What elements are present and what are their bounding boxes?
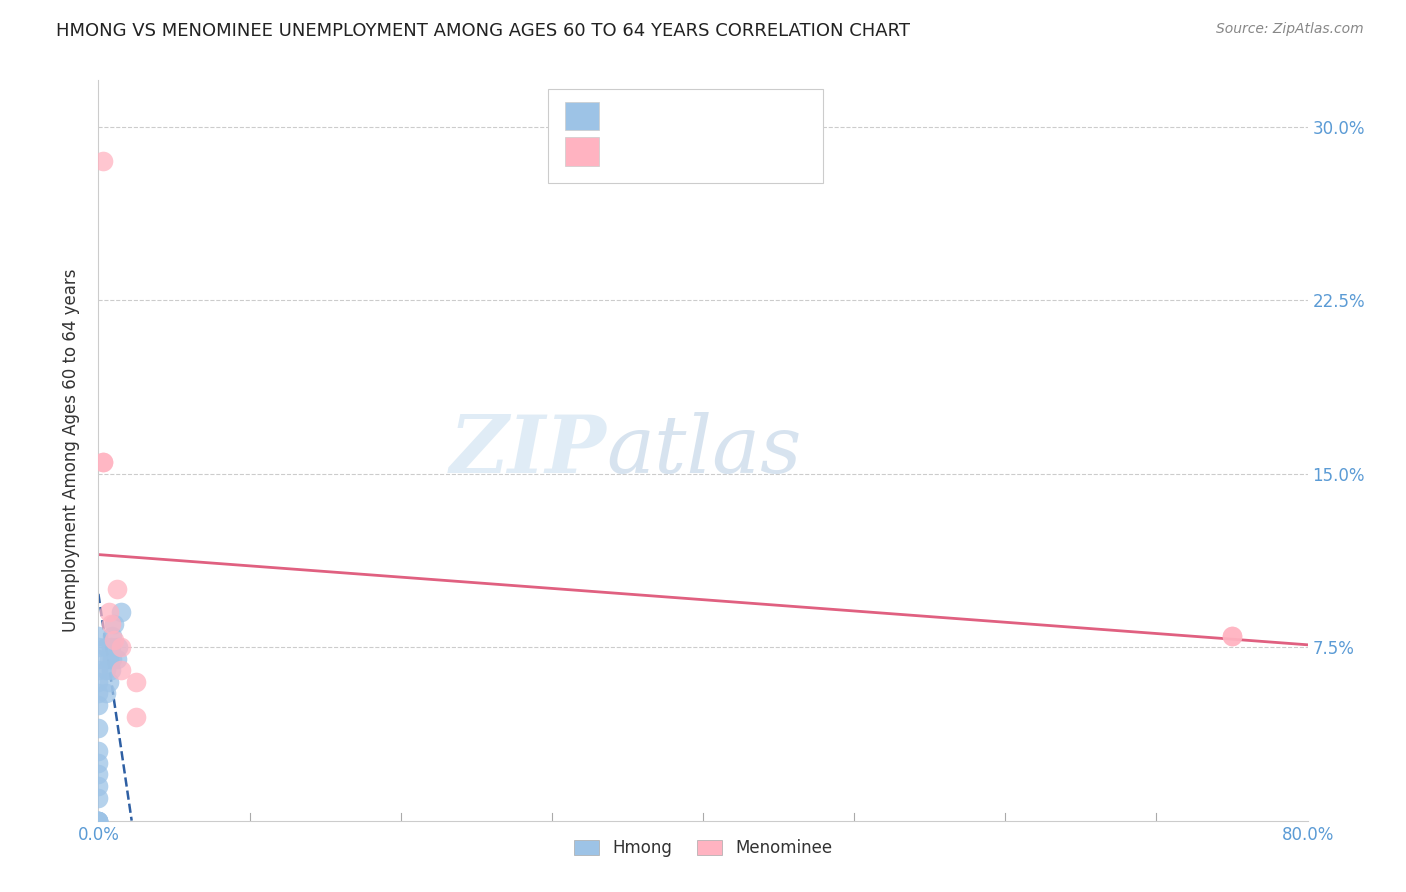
Point <box>87 640 110 654</box>
Text: -0.095: -0.095 <box>641 143 700 161</box>
Point <box>87 756 110 770</box>
Y-axis label: Unemployment Among Ages 60 to 64 years: Unemployment Among Ages 60 to 64 years <box>62 268 80 632</box>
Point <box>107 640 129 654</box>
Point <box>87 698 110 712</box>
Point <box>100 663 122 677</box>
Point <box>110 663 132 677</box>
Point <box>94 686 117 700</box>
Point <box>105 651 128 665</box>
Point <box>1220 628 1243 642</box>
Point <box>101 628 124 642</box>
Point <box>103 633 125 648</box>
Point <box>87 814 110 828</box>
Text: atlas: atlas <box>606 412 801 489</box>
Point <box>125 674 148 689</box>
Text: -0.135: -0.135 <box>641 107 700 125</box>
Point <box>91 455 114 469</box>
Text: R =: R = <box>606 143 643 161</box>
Point <box>87 814 110 828</box>
Text: HMONG VS MENOMINEE UNEMPLOYMENT AMONG AGES 60 TO 64 YEARS CORRELATION CHART: HMONG VS MENOMINEE UNEMPLOYMENT AMONG AG… <box>56 22 910 40</box>
Point <box>101 651 124 665</box>
Point <box>98 606 121 620</box>
Point <box>100 640 122 654</box>
Point <box>87 814 110 828</box>
Text: 31: 31 <box>740 107 762 125</box>
Point <box>100 617 122 632</box>
Point <box>98 651 121 665</box>
Point <box>87 767 110 781</box>
Point <box>87 744 110 758</box>
Point <box>94 640 117 654</box>
Text: N =: N = <box>707 143 744 161</box>
Point <box>94 663 117 677</box>
Point <box>125 709 148 723</box>
Point <box>87 628 110 642</box>
Point <box>87 779 110 793</box>
Point <box>91 154 114 169</box>
Point <box>87 651 110 665</box>
Legend: Hmong, Menominee: Hmong, Menominee <box>567 833 839 864</box>
Point <box>87 814 110 828</box>
Point <box>87 663 110 677</box>
Text: N =: N = <box>707 107 744 125</box>
Point <box>110 606 132 620</box>
Text: Source: ZipAtlas.com: Source: ZipAtlas.com <box>1216 22 1364 37</box>
Point <box>87 674 110 689</box>
Point <box>87 686 110 700</box>
Text: R =: R = <box>606 107 643 125</box>
Point <box>1220 628 1243 642</box>
Point <box>87 721 110 735</box>
Point <box>110 640 132 654</box>
Point <box>105 582 128 597</box>
Point <box>98 674 121 689</box>
Text: 12: 12 <box>740 143 762 161</box>
Point <box>87 814 110 828</box>
Text: ZIP: ZIP <box>450 412 606 489</box>
Point <box>91 455 114 469</box>
Point <box>87 790 110 805</box>
Point <box>103 617 125 632</box>
